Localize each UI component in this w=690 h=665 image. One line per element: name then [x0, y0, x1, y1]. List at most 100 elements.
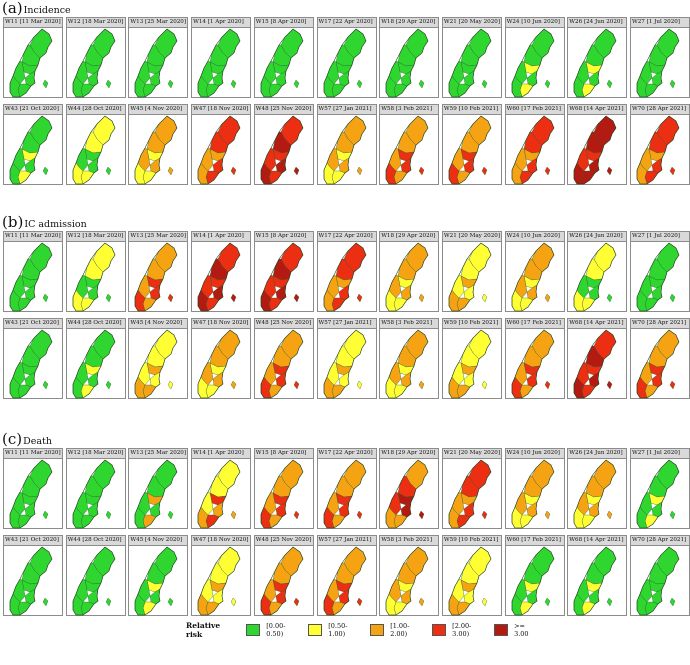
- map-region: [17, 170, 32, 185]
- map-island: [293, 79, 300, 89]
- sweden-map: [197, 546, 241, 616]
- map-region: [644, 297, 659, 312]
- map-panel: W47 [18 Nov 2020]: [191, 318, 252, 399]
- map-island: [230, 380, 237, 390]
- sweden-map: [636, 546, 680, 616]
- map-region: [80, 384, 94, 399]
- map-island: [168, 380, 174, 390]
- map-island: [42, 166, 49, 176]
- section-title: Death: [23, 436, 52, 447]
- legend: Relative risk [0.00-0.50) [0.50-1.00) [1…: [186, 621, 548, 639]
- legend-swatch: [307, 624, 323, 636]
- section-label: (c) Death: [2, 432, 52, 449]
- map-region: [456, 83, 471, 98]
- panel-header: W11 [11 Mar 2020]: [4, 18, 62, 28]
- map-panel: W60 [17 Feb 2021]: [504, 104, 565, 185]
- panel-header: W17 [22 Apr 2020]: [317, 232, 376, 242]
- sweden-map: [260, 329, 304, 399]
- map-island: [481, 510, 488, 520]
- map-region: [331, 514, 345, 529]
- map-island: [105, 79, 111, 89]
- map-region: [394, 297, 408, 312]
- map-outline: [573, 546, 617, 616]
- map-outline: [573, 329, 617, 399]
- map-outline: [135, 459, 178, 529]
- map-region: [331, 384, 345, 399]
- legend-item: [1.00-2.00): [369, 622, 421, 638]
- panel-header: W45 [4 Nov 2020]: [129, 105, 188, 115]
- map-outline: [72, 115, 116, 185]
- map-region: [456, 297, 471, 312]
- map-outline: [573, 28, 617, 98]
- map-outline: [135, 329, 178, 399]
- map-panel: W17 [22 Apr 2020]: [316, 231, 377, 312]
- sweden-map: [573, 459, 617, 529]
- map-panel: W45 [4 Nov 2020]: [128, 318, 189, 399]
- panel-header: W68 [14 Apr 2021]: [568, 319, 627, 329]
- map-island: [481, 380, 488, 390]
- sweden-map: [448, 329, 492, 399]
- sweden-map: [323, 242, 366, 312]
- map-outline: [72, 28, 116, 98]
- panel-header: W27 [1 Jul 2020]: [631, 18, 689, 28]
- panel-header: W59 [10 Feb 2021]: [442, 536, 501, 546]
- map-region: [394, 83, 408, 98]
- panel-header: W60 [17 Feb 2021]: [505, 536, 564, 546]
- map-panel: W15 [8 Apr 2020]: [253, 17, 314, 98]
- map-panel: W24 [10 Jun 2020]: [504, 17, 565, 98]
- sweden-map: [135, 329, 178, 399]
- panel-header: W13 [25 Mar 2020]: [129, 18, 188, 28]
- panel-header: W58 [3 Feb 2021]: [380, 105, 439, 115]
- map-panel: W21 [20 May 2020]: [441, 17, 502, 98]
- sweden-map: [72, 242, 116, 312]
- map-island: [607, 380, 613, 390]
- map-region: [143, 384, 157, 399]
- panel-header: W47 [18 Nov 2020]: [192, 319, 251, 329]
- map-region: [644, 170, 659, 185]
- legend-label: [0.50-1.00): [328, 622, 348, 638]
- sweden-map: [197, 115, 241, 185]
- sweden-map: [511, 546, 554, 616]
- map-island: [230, 79, 237, 89]
- panel-header: W45 [4 Nov 2020]: [129, 319, 188, 329]
- map-island: [293, 510, 300, 520]
- map-island: [481, 79, 488, 89]
- map-outline: [573, 242, 617, 312]
- map-region: [80, 297, 94, 312]
- sweden-map: [636, 459, 680, 529]
- sweden-map: [9, 459, 53, 529]
- map-outline: [72, 459, 116, 529]
- map-island: [168, 597, 174, 607]
- map-island: [418, 597, 425, 607]
- section-title: Incidence: [23, 5, 71, 16]
- map-region: [143, 601, 157, 616]
- map-region: [582, 601, 596, 616]
- map-panel: W57 [27 Jan 2021]: [316, 535, 377, 616]
- map-island: [42, 510, 49, 520]
- map-island: [544, 597, 550, 607]
- sweden-map: [385, 459, 429, 529]
- map-island: [356, 380, 362, 390]
- legend-item: [0.00-0.50): [245, 622, 297, 638]
- map-island: [105, 380, 111, 390]
- map-outline: [323, 459, 366, 529]
- map-outline: [385, 459, 429, 529]
- map-island: [230, 166, 237, 176]
- panel-header: W60 [17 Feb 2021]: [505, 105, 564, 115]
- sweden-map: [385, 329, 429, 399]
- map-outline: [448, 459, 492, 529]
- sweden-map: [72, 459, 116, 529]
- map-outline: [9, 28, 53, 98]
- map-island: [230, 510, 237, 520]
- panel-header: W58 [3 Feb 2021]: [380, 536, 439, 546]
- map-panel: W47 [18 Nov 2020]: [191, 104, 252, 185]
- legend-label: [2.00-3.00): [452, 622, 472, 638]
- map-outline: [260, 242, 304, 312]
- panel-header: W14 [1 Apr 2020]: [192, 449, 251, 459]
- panel-header: W24 [10 Jun 2020]: [505, 18, 564, 28]
- map-outline: [636, 242, 680, 312]
- map-island: [293, 380, 300, 390]
- map-region: [268, 170, 283, 185]
- panel-header: W59 [10 Feb 2021]: [442, 319, 501, 329]
- sweden-map: [448, 546, 492, 616]
